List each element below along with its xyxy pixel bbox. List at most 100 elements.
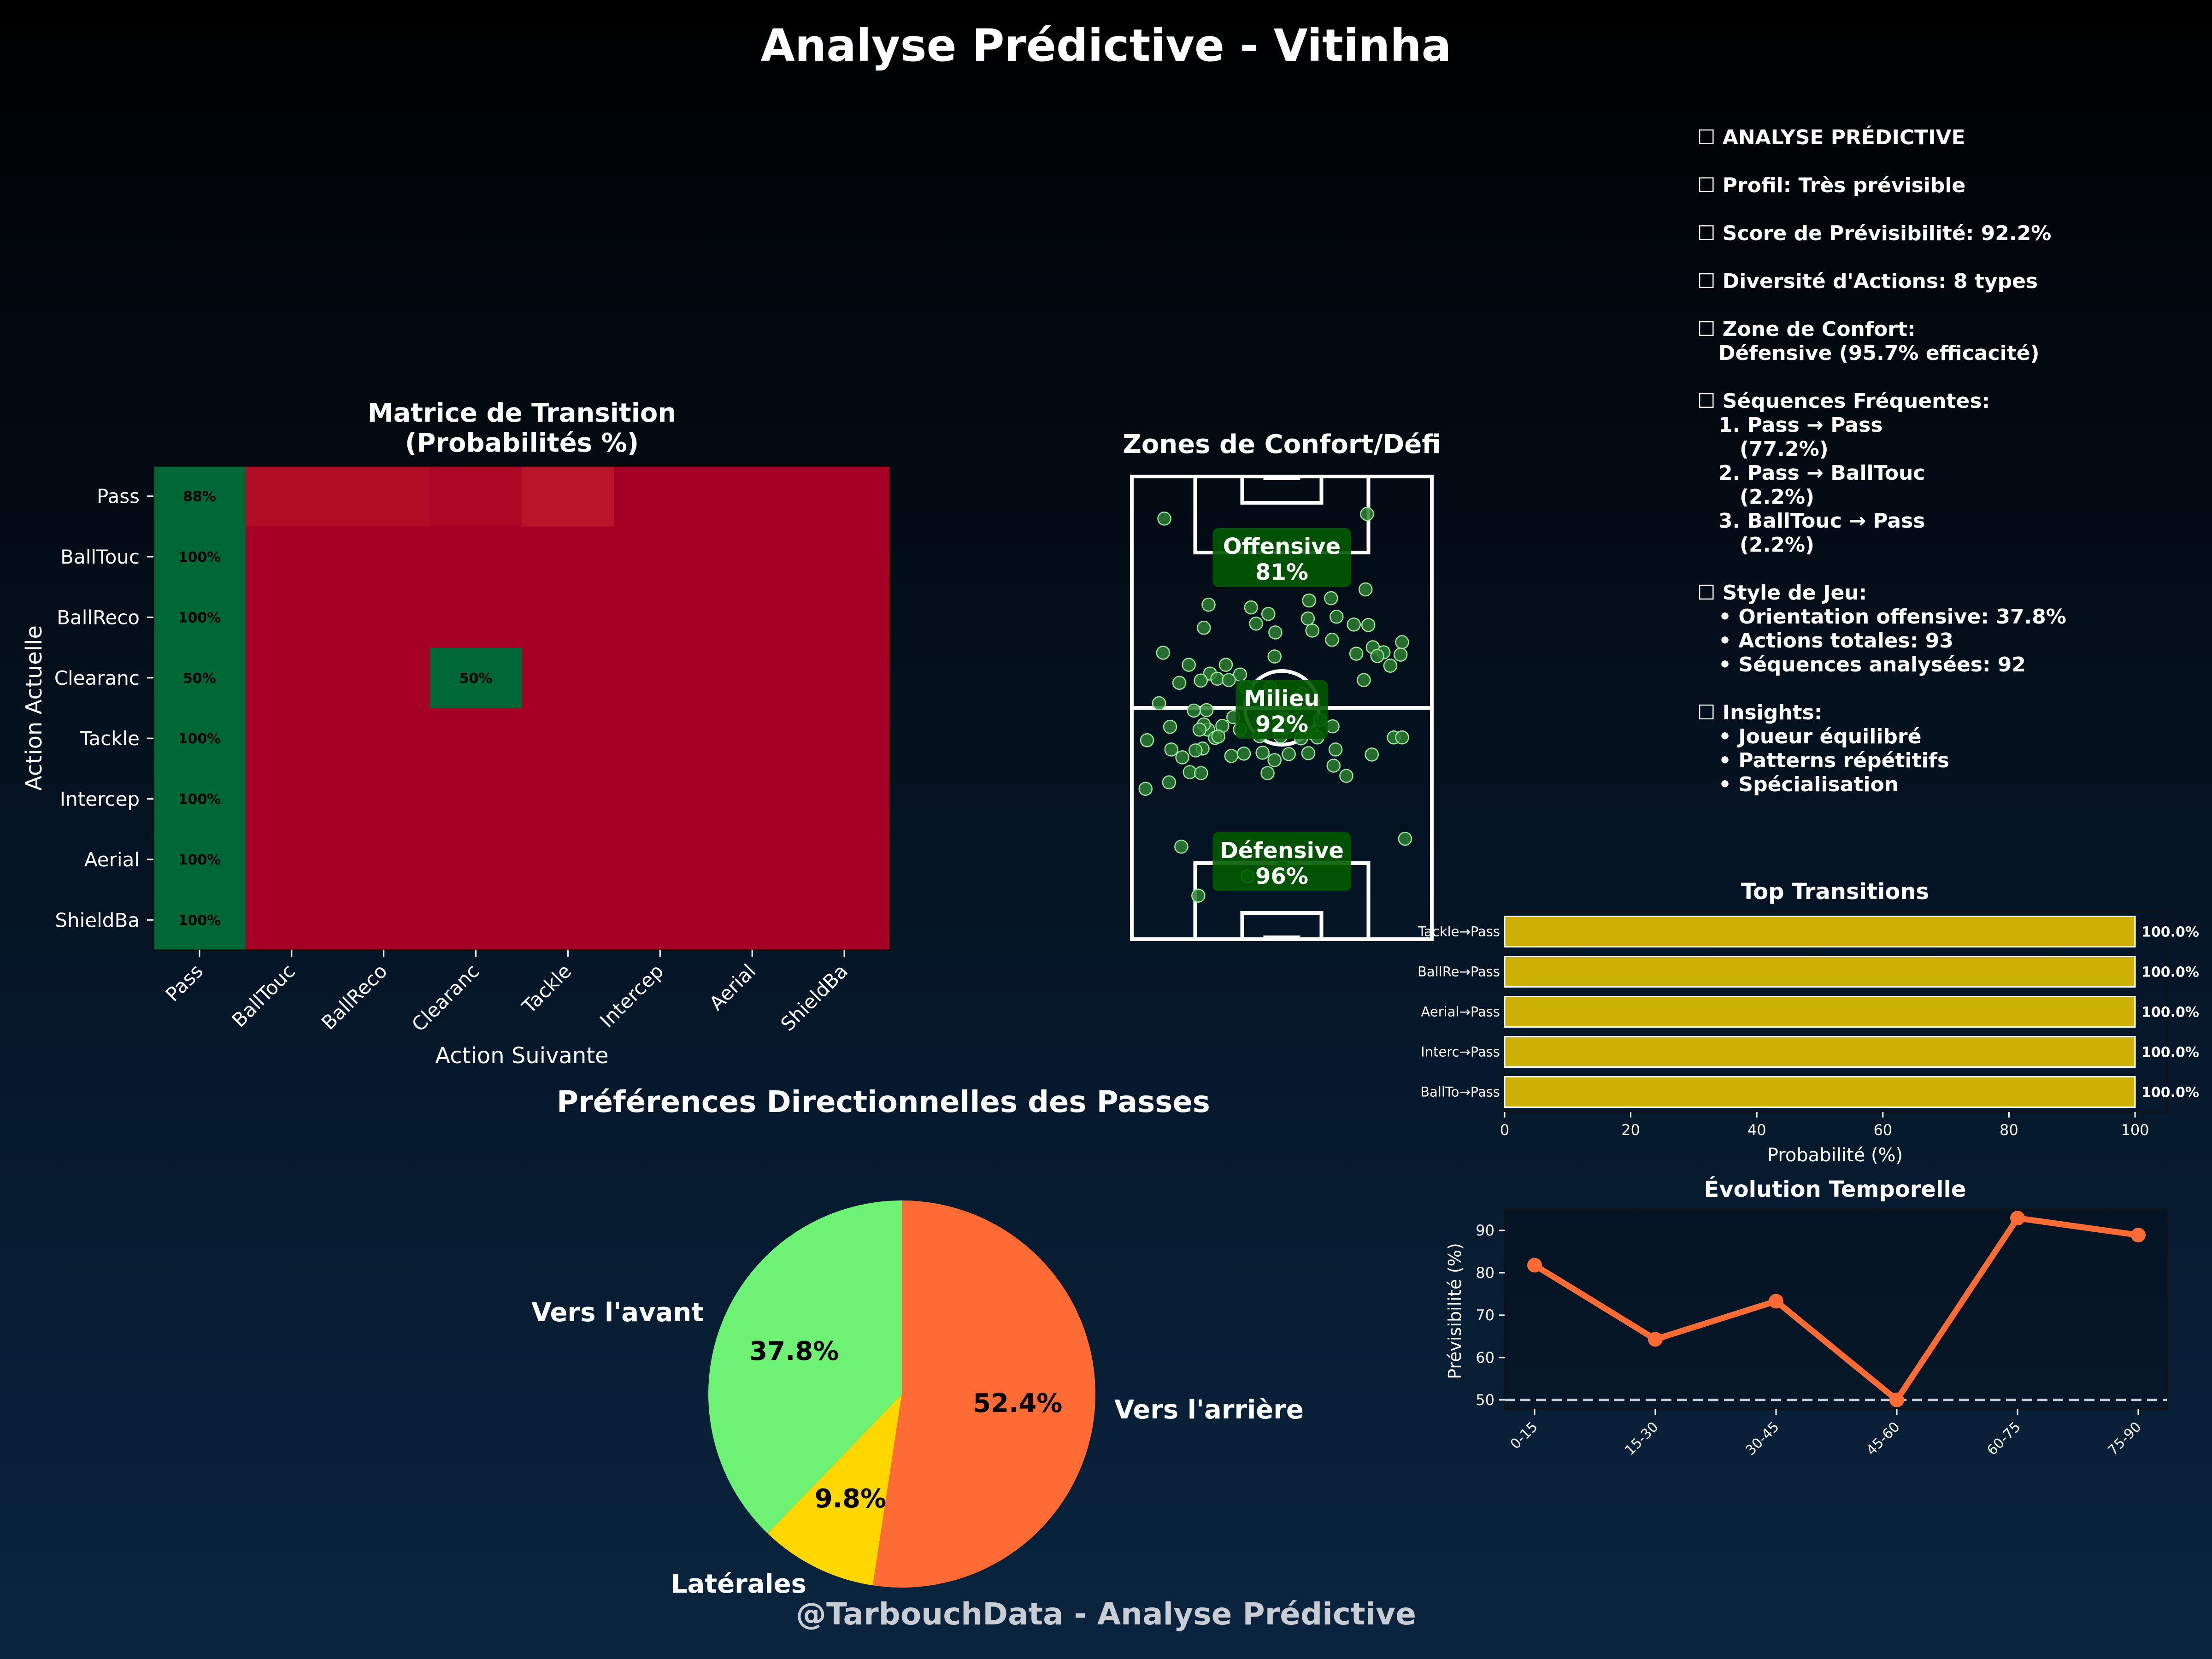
- heatmap-cell: [706, 526, 799, 588]
- heatmap-cell-label: 50%: [459, 671, 493, 687]
- pitch-goal-box-bottom: [1240, 911, 1324, 941]
- action-point: [1163, 719, 1177, 734]
- analysis-line: ☐ Profil: Très prévisible: [1697, 174, 1965, 197]
- bars-title: Top Transitions: [1741, 879, 1929, 905]
- analysis-line: ☐ Insights:: [1697, 701, 1822, 724]
- pie-slice-pct: 37.8%: [749, 1336, 839, 1366]
- action-point: [1325, 719, 1340, 734]
- heatmap-cell: [706, 708, 799, 769]
- action-point: [1218, 658, 1233, 672]
- heatmap-row-label: Aerial: [84, 848, 140, 871]
- action-point: [1330, 609, 1344, 624]
- action-point: [1192, 722, 1207, 737]
- transition-matrix-chart: Matrice de Transition(Probabilités %) 88%…: [21, 398, 891, 1069]
- pie-slice: [767, 1394, 902, 1586]
- pie-title: Préférences Directionnelles des Passes: [557, 1085, 1210, 1119]
- line-ytick-label: 80: [1476, 1264, 1494, 1282]
- heatmap-cell: [245, 829, 338, 890]
- heatmap-cell: [153, 647, 246, 708]
- bar-category-label: Tackle→Pass: [1418, 924, 1500, 940]
- analysis-line: 1. Pass → Pass: [1697, 413, 1883, 437]
- analysis-line: • Séquences analysées: 92: [1697, 653, 2026, 677]
- heatmap-cell: [798, 587, 891, 648]
- pie-slice: [872, 1200, 1096, 1588]
- heatmap-cell: [706, 829, 799, 890]
- action-point: [1347, 618, 1361, 632]
- action-point: [1224, 749, 1239, 763]
- heatmap-cell: [706, 647, 799, 708]
- bar-value-label: 100.0%: [2141, 1045, 2199, 1061]
- heatmap-title: (Probabilités %): [405, 428, 639, 458]
- heatmap-cell: [429, 647, 522, 708]
- heatmap-cell-label: 100%: [178, 731, 221, 747]
- action-point: [1152, 696, 1166, 711]
- heatmap-cell: [706, 587, 799, 648]
- heatmap-cell-label: 50%: [183, 671, 216, 687]
- heatmap-cell: [337, 829, 430, 890]
- heatmap-col-label: BallTouc: [228, 959, 300, 1031]
- action-point: [1201, 597, 1216, 612]
- bar: [1504, 1036, 2136, 1068]
- heatmap-cell-label: 100%: [178, 610, 221, 626]
- action-point: [1328, 742, 1343, 757]
- heatmap-cell: [245, 587, 338, 648]
- action-point: [1199, 703, 1214, 718]
- action-point: [1244, 600, 1259, 615]
- analysis-line: • Actions totales: 93: [1697, 629, 1953, 653]
- heatmap-row-label: Intercep: [60, 788, 140, 811]
- line-xtick-label: 0-15: [1507, 1419, 1541, 1453]
- pie-slice-label: Vers l'arrière: [1114, 1395, 1304, 1425]
- heatmap-col-label: Intercep: [595, 959, 668, 1032]
- heatmap-cell: [429, 587, 522, 648]
- heatmap-row-label: BallReco: [57, 606, 140, 629]
- action-point: [1325, 633, 1339, 647]
- line-point: [1889, 1392, 1904, 1407]
- bar: [1504, 1076, 2136, 1108]
- heatmap-title: Matrice de Transition: [368, 398, 676, 428]
- heatmap-cell: [337, 708, 430, 769]
- analysis-line: ☐ Zone de Confort:: [1697, 318, 1916, 341]
- analysis-line: 2. Pass → BallTouc: [1697, 461, 1925, 485]
- zone-label-box: [1212, 832, 1351, 891]
- bar-category-label: BallTo→Pass: [1420, 1084, 1500, 1100]
- heatmap-cell: [245, 466, 338, 527]
- action-point: [1255, 746, 1270, 760]
- action-point: [1300, 611, 1315, 626]
- line-point: [1648, 1332, 1663, 1347]
- action-point: [1361, 618, 1376, 632]
- analysis-line: • Spécialisation: [1697, 773, 1899, 796]
- heatmap-cell: [153, 768, 246, 830]
- action-point: [1194, 673, 1208, 688]
- bar-value-label: 100.0%: [2141, 965, 2199, 981]
- action-point: [1360, 507, 1374, 521]
- action-point: [1393, 647, 1408, 662]
- analysis-line: • Orientation offensive: 37.8%: [1697, 605, 2066, 629]
- heatmap-xlabel: Action Suivante: [435, 1043, 608, 1069]
- action-point: [1395, 730, 1409, 745]
- line-axes: [1504, 1208, 2168, 1410]
- heatmap-ylabel: Action Actuelle: [21, 625, 47, 791]
- action-point: [1383, 659, 1398, 673]
- heatmap-cell: [153, 829, 246, 890]
- action-point: [1267, 649, 1282, 664]
- pie-slice-label: Vers l'avant: [531, 1298, 704, 1328]
- heatmap-cell-label: 100%: [178, 852, 221, 868]
- action-point: [1358, 582, 1373, 597]
- heatmap-cell: [798, 466, 891, 527]
- heatmap-cell: [798, 708, 891, 769]
- heatmap-cell: [798, 526, 891, 588]
- action-point: [1188, 743, 1203, 758]
- analysis-line: ☐ Diversité d'Actions: 8 types: [1697, 270, 2038, 293]
- heatmap-col-label: Aerial: [705, 959, 760, 1015]
- predictive-analysis-panel: ☐ ANALYSE PRÉDICTIVE ☐ Profil: Très prévi…: [1697, 125, 2066, 796]
- action-point: [1324, 591, 1338, 606]
- heatmap-col-label: Pass: [161, 959, 207, 1006]
- pitch-goal-top: [1263, 475, 1300, 480]
- heatmap-col-label: BallReco: [317, 959, 392, 1034]
- pie-slice: [708, 1200, 902, 1534]
- heatmap-cell: [245, 889, 338, 951]
- action-point: [1164, 742, 1178, 757]
- action-point: [1349, 647, 1364, 661]
- heatmap-cell: [245, 708, 338, 769]
- zone-name: Défensive: [1220, 838, 1344, 864]
